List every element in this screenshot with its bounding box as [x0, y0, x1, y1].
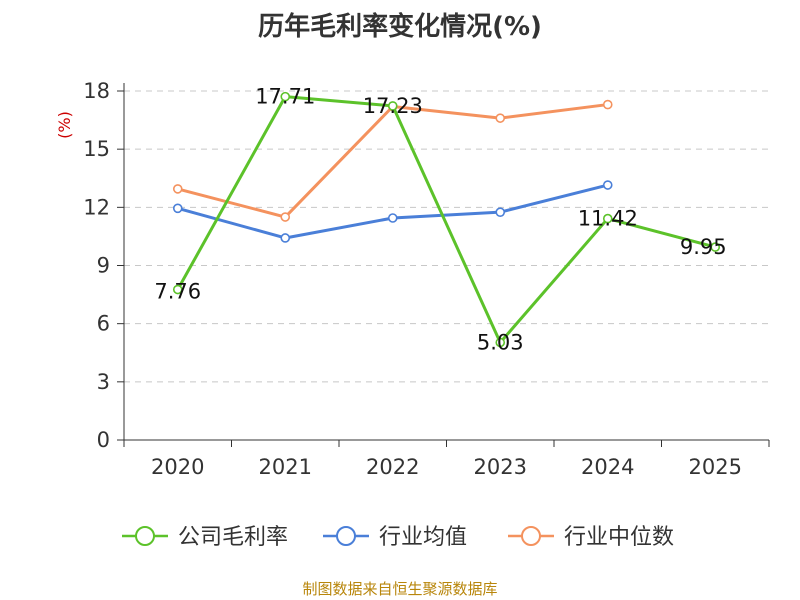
chart-title: 历年毛利率变化情况(%)	[258, 12, 542, 42]
data-point	[280, 212, 291, 222]
x-tick-label: 2023	[474, 455, 527, 479]
y-tick-label: 6	[97, 312, 110, 336]
y-axis-label: (%)	[55, 111, 74, 139]
data-label: 7.76	[154, 280, 201, 304]
axes: 0 3 6 9 12 15 18 2020 2021 2022 2023 2024 2025 (%)	[55, 79, 770, 479]
grid-lines	[124, 90, 769, 383]
y-tick-label: 12	[83, 195, 110, 219]
data-point	[495, 207, 506, 217]
data-point	[172, 284, 183, 295]
legend-label: 行业中位数	[564, 525, 674, 550]
data-point	[495, 113, 506, 123]
legend-marker	[521, 526, 541, 546]
data-point	[280, 233, 291, 243]
legend-label: 行业均值	[379, 525, 467, 550]
y-tick-label: 18	[83, 79, 110, 103]
x-tick-label: 2022	[366, 455, 419, 479]
y-tick-label: 0	[97, 428, 110, 452]
data-labels: 7.76 17.71 17.23 5.03 11.42 9.95	[154, 85, 726, 355]
x-tick-label: 2024	[581, 455, 634, 479]
legend-marker	[135, 526, 155, 546]
data-point	[172, 184, 183, 194]
legend-marker	[336, 526, 356, 546]
x-tick-label: 2025	[689, 455, 742, 479]
series-line-0	[176, 95, 716, 344]
data-label: 11.42	[578, 207, 638, 231]
data-point	[602, 99, 613, 110]
data-label: 5.03	[477, 330, 524, 354]
legend-label: 公司毛利率	[178, 525, 288, 550]
data-label: 17.23	[363, 94, 423, 118]
legend: 公司毛利率 行业均值 行业中位数	[122, 525, 674, 550]
data-point	[602, 180, 613, 190]
source-note: 制图数据来自恒生聚源数据库	[302, 580, 498, 598]
series-layer	[172, 91, 721, 348]
data-label: 17.71	[255, 85, 315, 109]
x-tick-label: 2020	[151, 455, 204, 479]
y-tick-label: 9	[97, 254, 110, 278]
data-point	[495, 337, 506, 348]
data-point	[387, 101, 398, 111]
y-tick-label: 3	[97, 370, 110, 394]
y-tick-label: 15	[83, 137, 110, 161]
data-label: 9.95	[680, 235, 727, 259]
data-point	[172, 203, 183, 214]
data-point	[602, 213, 613, 224]
data-point	[387, 213, 398, 223]
x-tick-label: 2021	[259, 455, 312, 479]
data-point	[280, 91, 291, 102]
series-line-1	[177, 183, 609, 240]
data-point	[710, 242, 721, 252]
